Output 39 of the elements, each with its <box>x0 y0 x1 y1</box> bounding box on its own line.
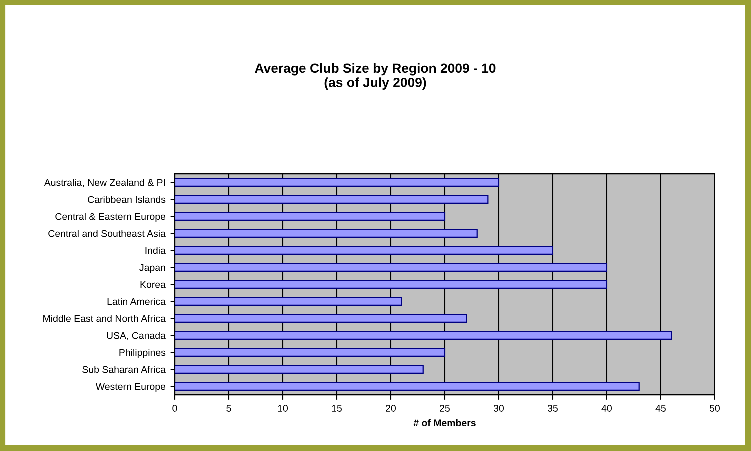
bar <box>174 178 500 187</box>
chart-title: Average Club Size by Region 2009 - 10 (as of July 2009) <box>255 63 496 90</box>
bar <box>174 348 446 357</box>
y-tick-label: Caribbean Islands <box>88 196 166 204</box>
y-tick-label: USA, Canada <box>107 332 166 340</box>
bar <box>174 212 446 221</box>
bar <box>174 229 478 238</box>
x-tick-label: 30 <box>494 405 504 412</box>
bar <box>174 314 468 323</box>
x-tick-label: 45 <box>656 405 666 412</box>
y-tick-label: Korea <box>140 281 166 288</box>
y-tick-label: Central and Southeast Asia <box>48 230 166 238</box>
y-tick-label: Sub Saharan Africa <box>82 366 166 374</box>
y-tick-label: Middle East and North Africa <box>44 315 166 322</box>
y-tick-label: Central & Eastern Europe <box>56 213 166 222</box>
x-tick-label: 15 <box>332 405 342 412</box>
y-tick-label: Australia, New Zealand & PI <box>44 179 166 188</box>
bar <box>174 297 402 306</box>
bar <box>174 195 489 204</box>
bar <box>174 263 608 272</box>
bar <box>174 246 554 255</box>
bar <box>174 331 672 340</box>
x-tick-label: 35 <box>548 405 558 412</box>
y-tick-label: India <box>146 247 166 254</box>
bar <box>174 382 640 391</box>
x-axis-title: # of Members <box>414 419 476 427</box>
x-tick-label: 40 <box>602 405 612 412</box>
x-tick-label: 50 <box>710 405 720 412</box>
bar <box>174 280 608 289</box>
x-tick-label: 10 <box>278 405 288 412</box>
x-tick-label: 20 <box>386 405 396 412</box>
x-tick-label: 0 <box>172 405 178 412</box>
bar <box>174 365 424 374</box>
y-tick-label: Philippines <box>120 349 166 358</box>
x-tick-label: 25 <box>440 405 450 412</box>
y-tick-label: Western Europe <box>96 383 166 392</box>
y-tick-label: Latin America <box>108 298 166 306</box>
y-tick-label: Japan <box>140 264 166 274</box>
x-tick-label: 5 <box>226 405 232 412</box>
